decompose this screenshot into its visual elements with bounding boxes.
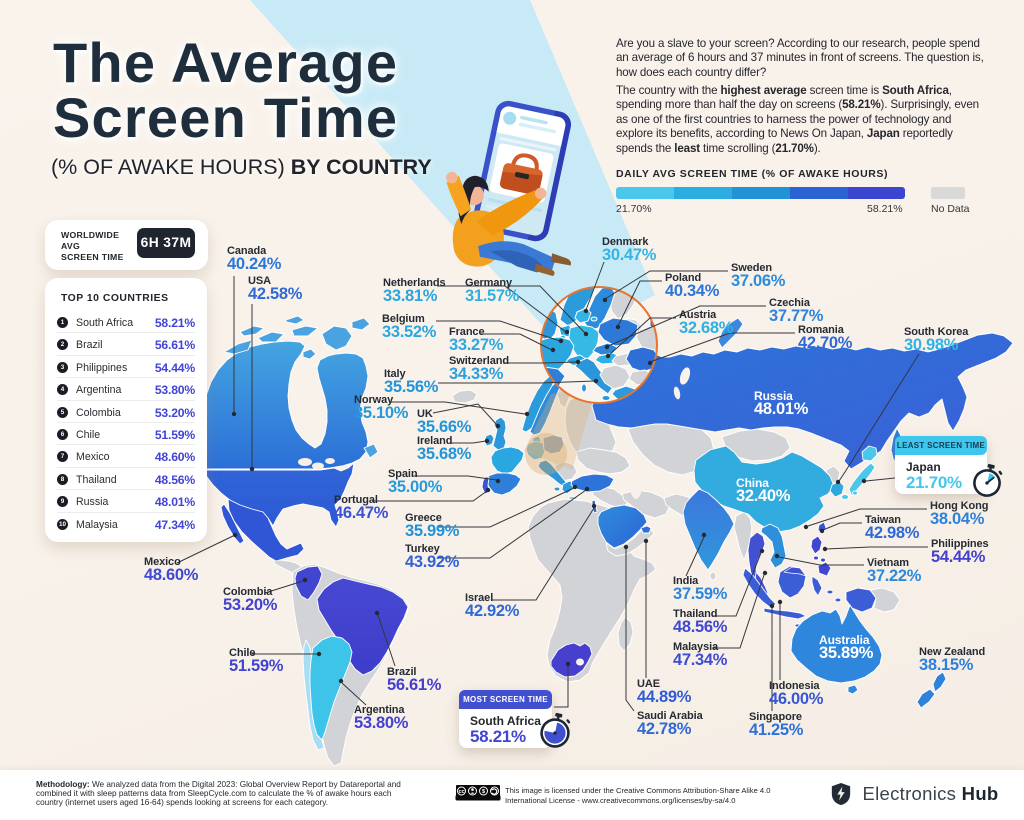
svg-text:cc: cc [458,789,464,795]
svg-text:$: $ [482,789,485,795]
